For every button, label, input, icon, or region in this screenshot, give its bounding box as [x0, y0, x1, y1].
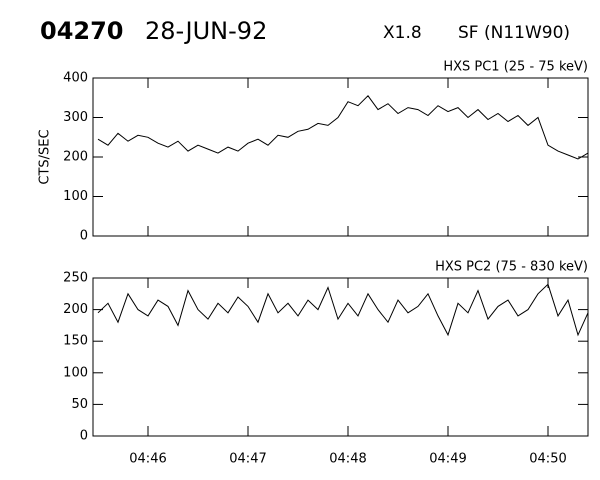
data-line: [97, 95, 589, 160]
event-id: 04270: [40, 17, 124, 45]
flare-class: X1.8: [383, 23, 422, 43]
y-tick-label: 200: [63, 302, 88, 317]
x-tick-label: 04:47: [229, 452, 266, 467]
data-line: [97, 283, 589, 337]
flare-location: SF (N11W90): [458, 23, 570, 43]
y-tick-label: 50: [71, 397, 88, 412]
y-tick-label: 400: [63, 71, 88, 86]
y-tick-label: 0: [80, 429, 88, 444]
y-tick-label: 0: [80, 229, 88, 244]
y-tick-label: 150: [63, 334, 88, 349]
x-tick-label: 04:49: [429, 452, 466, 467]
y-tick-label: 100: [63, 365, 88, 380]
x-tick-label: 04:50: [529, 452, 566, 467]
y-tick-label: 200: [63, 150, 88, 165]
plot-frame: [92, 277, 589, 437]
panel-title: HXS PC2 (75 - 830 keV): [435, 260, 588, 275]
panel-title: HXS PC1 (25 - 75 keV): [443, 60, 588, 75]
event-date: 28-JUN-92: [145, 17, 267, 45]
plot-frame: [92, 77, 589, 237]
y-tick-label: 250: [63, 271, 88, 286]
y-tick-label: 100: [63, 189, 88, 204]
x-tick-label: 04:48: [329, 452, 366, 467]
y-tick-label: 300: [63, 110, 88, 125]
y-axis-label: CTS/SEC: [38, 129, 53, 184]
x-tick-label: 04:46: [129, 452, 166, 467]
